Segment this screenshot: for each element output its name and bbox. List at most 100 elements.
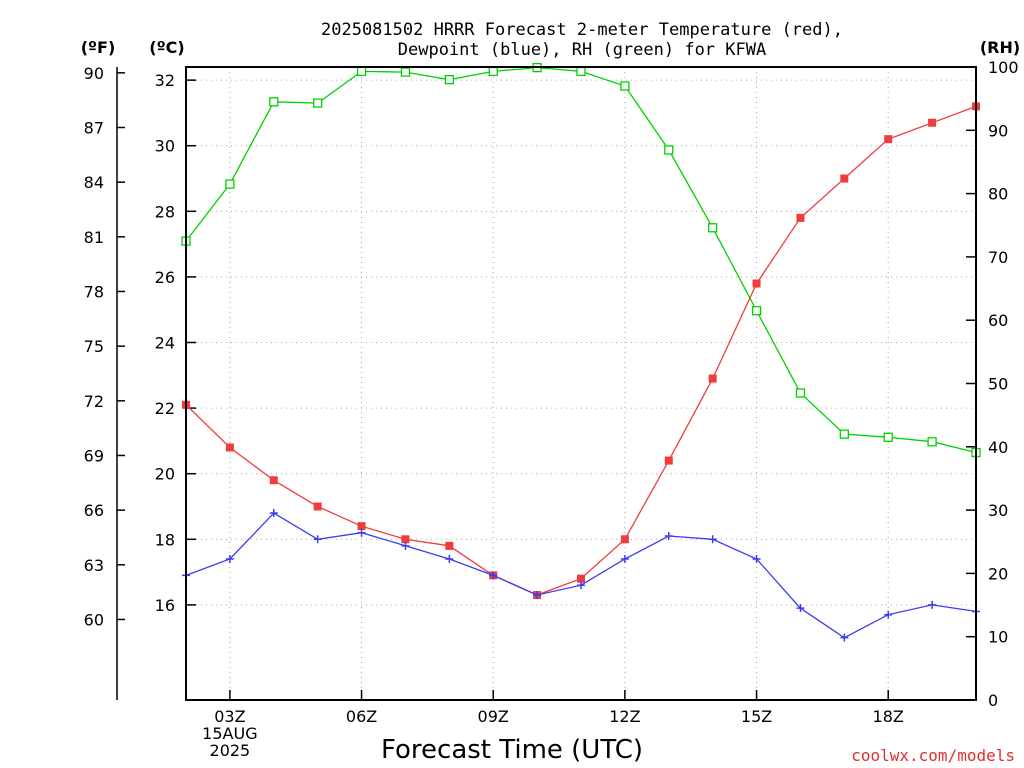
fahrenheit-tick-label: 60: [84, 610, 104, 629]
dewpoint-point: [313, 535, 322, 544]
celsius-tick-label: 26: [155, 268, 175, 287]
x-tick-label: 15AUG: [202, 724, 257, 743]
relative-humidity-point: [400, 67, 411, 77]
temperature-point: [928, 118, 937, 127]
temperature-point: [884, 135, 893, 144]
temperature-point: [708, 374, 717, 383]
chart-title-line-2: Dewpoint (blue), RH (green) for KFWA: [398, 40, 766, 60]
rh-tick-label: 60: [988, 311, 1008, 330]
celsius-tick-label: 28: [155, 202, 175, 221]
temperature-point: [357, 522, 366, 531]
rh-tick-label: 90: [988, 121, 1008, 140]
fahrenheit-tick-label: 78: [84, 282, 104, 301]
celsius-axis-label: (ºC): [149, 38, 184, 57]
relative-humidity-point: [269, 97, 279, 107]
dewpoint-point: [357, 528, 366, 537]
rh-tick-label: 30: [988, 501, 1008, 520]
temperature-point: [401, 535, 410, 544]
dewpoint-point: [620, 554, 629, 563]
x-tick-label: 15Z: [741, 707, 772, 726]
temperature-point: [796, 213, 805, 222]
temperature-point: [225, 443, 234, 452]
temperature-point: [752, 279, 761, 288]
celsius-tick-label: 32: [155, 71, 175, 90]
rh-tick-label: 10: [988, 628, 1008, 647]
credit-text: coolwx.com/models: [851, 746, 1015, 765]
fahrenheit-tick-label: 90: [84, 64, 104, 83]
dewpoint-point: [664, 532, 673, 541]
plot-frame: [185, 66, 977, 701]
dewpoint-point: [708, 535, 717, 544]
fahrenheit-tick-label: 75: [84, 337, 104, 356]
fahrenheit-axis-label: (ºF): [81, 38, 116, 57]
x-tick-label: 2025: [210, 741, 251, 760]
relative-humidity-point: [444, 75, 454, 85]
dewpoint-point: [884, 610, 893, 619]
grid-lines: [186, 67, 976, 700]
celsius-tick-label: 24: [155, 334, 175, 353]
relative-humidity-point: [883, 432, 893, 442]
celsius-tick-label: 20: [155, 465, 175, 484]
fahrenheit-tick-label: 69: [84, 446, 104, 465]
relative-humidity-point: [927, 437, 937, 447]
celsius-tick-label: 18: [155, 530, 175, 549]
relative-humidity-point: [576, 66, 586, 77]
x-tick-label: 18Z: [873, 707, 904, 726]
dewpoint-point: [752, 554, 761, 563]
fahrenheit-tick-label: 63: [84, 556, 104, 575]
rh-tick-label: 80: [988, 185, 1008, 204]
dewpoint-point: [928, 600, 937, 609]
fahrenheit-tick-label: 72: [84, 392, 104, 411]
celsius-tick-label: 22: [155, 399, 175, 418]
rh-tick-label: 100: [988, 58, 1019, 77]
relative-humidity-point: [708, 223, 718, 233]
celsius-tick-label: 30: [155, 137, 175, 156]
temperature-point: [840, 174, 849, 183]
axes: [116, 66, 976, 701]
x-axis-label: Forecast Time (UTC): [381, 735, 643, 765]
relative-humidity-point: [795, 388, 806, 398]
x-tick-label: 12Z: [609, 707, 640, 726]
fahrenheit-tick-label: 81: [84, 228, 104, 247]
x-tick-label: 06Z: [346, 707, 377, 726]
dewpoint-point: [269, 509, 278, 518]
rh-tick-label: 0: [988, 691, 998, 710]
temperature-point: [664, 456, 673, 465]
relative-humidity-point: [751, 306, 762, 316]
celsius-tick-label: 16: [155, 596, 175, 615]
relative-humidity-line: [185, 66, 977, 454]
relative-humidity-point: [225, 179, 235, 189]
relative-humidity-point: [488, 66, 498, 77]
relative-humidity-point: [356, 66, 367, 77]
rh-tick-label: 40: [988, 438, 1008, 457]
x-tick-label: 09Z: [478, 707, 509, 726]
rh-tick-label: 20: [988, 564, 1008, 583]
x-tick-label: 03Z: [214, 707, 245, 726]
dewpoint-point: [225, 554, 234, 563]
temperature-point: [577, 574, 585, 583]
fahrenheit-tick-label: 87: [84, 118, 104, 137]
chart-title-line-1: 2025081502 HRRR Forecast 2-meter Tempera…: [321, 20, 843, 40]
dewpoint-point: [796, 604, 805, 613]
relative-humidity-point: [620, 81, 630, 91]
dewpoint-point: [533, 591, 542, 600]
temperature-point: [445, 541, 454, 550]
rh-tick-label: 70: [988, 248, 1008, 267]
temperature-point: [620, 535, 629, 544]
fahrenheit-tick-label: 84: [84, 173, 104, 192]
dewpoint-point: [840, 633, 849, 642]
temperature-point: [269, 476, 278, 485]
temperature-point: [313, 502, 322, 511]
fahrenheit-tick-label: 66: [84, 501, 104, 520]
dewpoint-point: [401, 541, 410, 550]
rh-tick-label: 50: [988, 375, 1008, 394]
data-series: [181, 62, 981, 642]
dewpoint-point: [489, 571, 498, 580]
temperature-line: [185, 105, 977, 596]
dewpoint-point: [445, 554, 454, 563]
relative-humidity-point: [313, 98, 323, 108]
relative-humidity-point: [839, 429, 849, 439]
relative-humidity-point: [664, 145, 674, 155]
